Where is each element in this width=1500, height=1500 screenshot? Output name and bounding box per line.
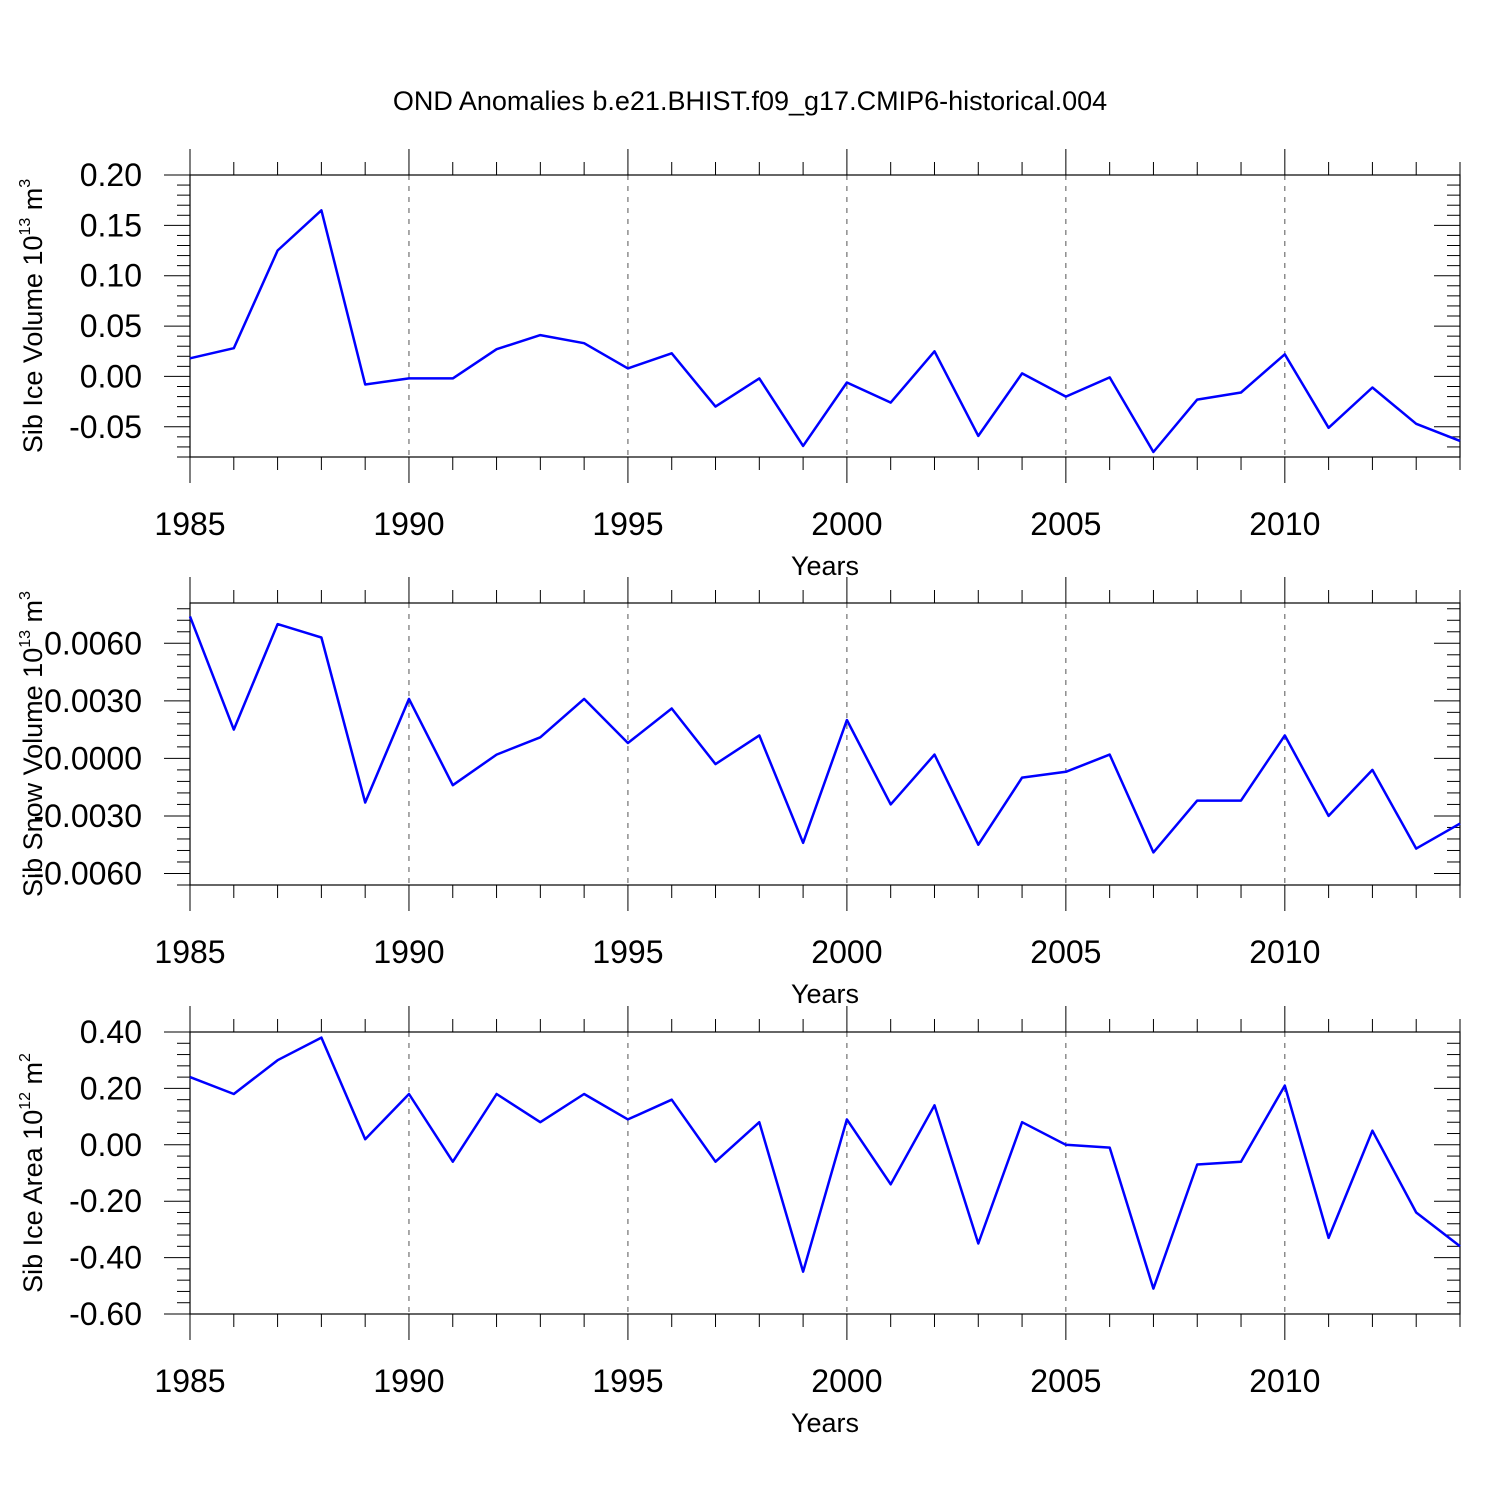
panel-sib-ice-volume: 0.20 0.15 0.10 0.05 0.00 -0.05 1985 1990 1995 200… bbox=[17, 149, 1461, 581]
x-tick-label: 2010 bbox=[1249, 1363, 1320, 1399]
y-tick-label: -0.40 bbox=[69, 1240, 142, 1276]
chart-title: OND Anomalies b.e21.BHIST.f09_g17.CMIP6-… bbox=[393, 86, 1107, 116]
x-tick-label: 2000 bbox=[811, 1363, 882, 1399]
panels: 0.20 0.15 0.10 0.05 0.00 -0.05 1985 1990 1995 200… bbox=[17, 149, 1461, 1438]
y-tick-label: 0.20 bbox=[80, 1070, 142, 1106]
y-axis-label-superscript: 2 bbox=[17, 1053, 34, 1062]
y-axis-label: Sib Ice Area 1012 m2 bbox=[17, 1053, 48, 1293]
y-axis-label-text: Sib Ice Area 10 bbox=[18, 1110, 48, 1293]
y-axis-label-superscript: 12 bbox=[17, 1092, 34, 1110]
y-tick-label: 0.40 bbox=[80, 1014, 142, 1050]
y-axis-label-text: m bbox=[18, 1062, 48, 1092]
x-tick-label: 2010 bbox=[1249, 934, 1320, 970]
x-tick-label: 2005 bbox=[1030, 1363, 1101, 1399]
x-tick-label: 1985 bbox=[154, 506, 225, 542]
y-axis-label-superscript: 13 bbox=[17, 218, 34, 236]
y-axis-label-superscript: 13 bbox=[17, 630, 34, 648]
y-axis-label-text: m bbox=[18, 188, 48, 218]
series-line-sib-snow-volume bbox=[188, 615, 1461, 854]
y-tick-label: -0.20 bbox=[69, 1183, 142, 1219]
x-tick-label: 1990 bbox=[373, 934, 444, 970]
y-tick-label: 0.00 bbox=[80, 1127, 142, 1163]
x-tick-label: 1995 bbox=[592, 934, 663, 970]
series-line-sib-ice-volume bbox=[189, 209, 1461, 454]
y-tick-label: -0.0030 bbox=[33, 798, 142, 834]
y-tick-label: 0.10 bbox=[80, 258, 142, 294]
y-tick-label: 0.0030 bbox=[44, 683, 142, 719]
y-tick-label: 0.05 bbox=[80, 308, 142, 344]
y-axis-label-text: Sib Ice Volume 10 bbox=[18, 236, 48, 454]
x-tick-label: 1990 bbox=[373, 506, 444, 542]
y-tick-label: -0.60 bbox=[69, 1296, 142, 1332]
y-tick-label: 0.00 bbox=[80, 358, 142, 394]
x-tick-label: 2005 bbox=[1030, 506, 1101, 542]
y-axis-label: Sib Snow Volume 1013 m3 bbox=[17, 591, 48, 897]
panel-sib-snow-volume: 0.0060 0.0030 0.0000 -0.0030 -0.0060 1985 1990… bbox=[17, 577, 1461, 1009]
y-axis-label-superscript: 3 bbox=[17, 179, 34, 188]
x-tick-label: 1990 bbox=[373, 1363, 444, 1399]
series-line-sib-ice-area bbox=[189, 1036, 1461, 1290]
x-tick-label: 2010 bbox=[1249, 506, 1320, 542]
plot-frame bbox=[189, 1031, 1461, 1315]
y-tick-label: -0.05 bbox=[69, 409, 142, 445]
y-axis-label: Sib Ice Volume 1013 m3 bbox=[17, 179, 48, 453]
panel-sib-ice-area: 0.40 0.20 0.00 -0.20 -0.40 -0.60 1985 1990 1995 2… bbox=[17, 1006, 1461, 1438]
x-axis-label: Years bbox=[791, 1408, 859, 1438]
y-axis-label-text: m bbox=[18, 600, 48, 630]
y-tick-label: 0.15 bbox=[80, 207, 142, 243]
x-axis-label: Years bbox=[791, 551, 859, 581]
x-tick-label: 1985 bbox=[154, 1363, 225, 1399]
y-tick-label: -0.0060 bbox=[33, 855, 142, 891]
x-tick-label: 1985 bbox=[154, 934, 225, 970]
x-tick-label: 2005 bbox=[1030, 934, 1101, 970]
y-tick-label: 0.0060 bbox=[44, 625, 142, 661]
plot-frame bbox=[189, 602, 1461, 886]
y-axis-label-text: Sib Snow Volume 10 bbox=[18, 648, 48, 897]
x-tick-label: 2000 bbox=[811, 506, 882, 542]
y-tick-label: 0.20 bbox=[80, 157, 142, 193]
x-axis-label: Years bbox=[791, 979, 859, 1009]
y-axis-label-superscript: 3 bbox=[17, 591, 34, 600]
y-tick-label: 0.0000 bbox=[44, 740, 142, 776]
x-tick-label: 2000 bbox=[811, 934, 882, 970]
x-tick-label: 1995 bbox=[592, 1363, 663, 1399]
x-tick-label: 1995 bbox=[592, 506, 663, 542]
